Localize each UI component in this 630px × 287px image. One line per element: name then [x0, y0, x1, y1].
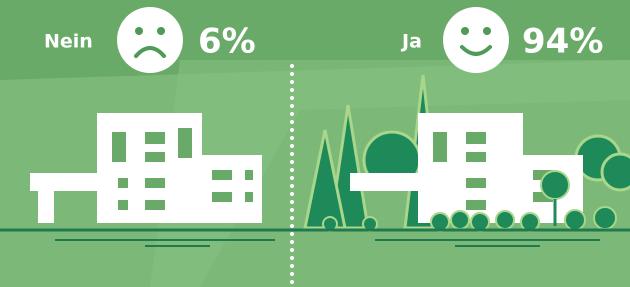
sad-face: [117, 7, 183, 73]
happy-face: [443, 7, 509, 73]
label: Ja: [400, 31, 422, 53]
label: Nein: [44, 31, 93, 53]
infographic: Nein 6% Ja 94%: [0, 0, 630, 287]
percentage: 94%: [522, 22, 603, 62]
percentage: 6%: [198, 22, 256, 62]
